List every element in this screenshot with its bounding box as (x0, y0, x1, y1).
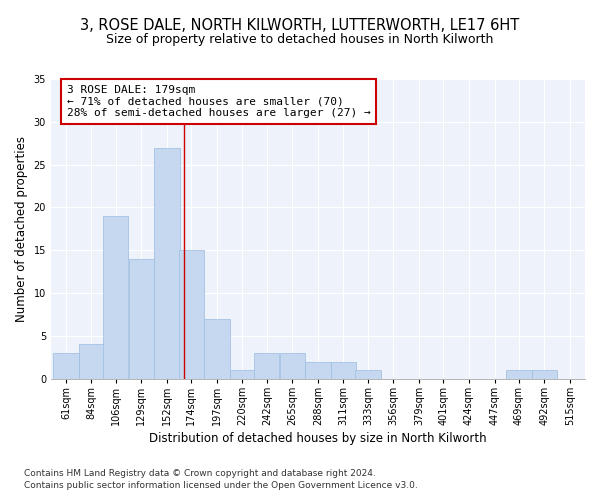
Bar (506, 370, 532, 378)
Bar (79, 344, 104, 378)
Bar (355, 370, 380, 378)
Text: Size of property relative to detached houses in North Kilworth: Size of property relative to detached ho… (106, 32, 494, 46)
Bar (154, 148, 179, 378)
Bar (254, 353, 280, 378)
Bar (331, 362, 356, 378)
Bar (305, 362, 331, 378)
Bar (205, 319, 230, 378)
Bar (53, 353, 79, 378)
Y-axis label: Number of detached properties: Number of detached properties (15, 136, 28, 322)
Bar (103, 216, 128, 378)
Text: 3 ROSE DALE: 179sqm
← 71% of detached houses are smaller (70)
28% of semi-detach: 3 ROSE DALE: 179sqm ← 71% of detached ho… (67, 85, 371, 118)
Bar (129, 259, 154, 378)
Text: 3, ROSE DALE, NORTH KILWORTH, LUTTERWORTH, LE17 6HT: 3, ROSE DALE, NORTH KILWORTH, LUTTERWORT… (80, 18, 520, 32)
Bar (230, 370, 255, 378)
Bar (532, 370, 557, 378)
Bar (179, 250, 204, 378)
X-axis label: Distribution of detached houses by size in North Kilworth: Distribution of detached houses by size … (149, 432, 487, 445)
Bar (280, 353, 305, 378)
Text: Contains public sector information licensed under the Open Government Licence v3: Contains public sector information licen… (24, 481, 418, 490)
Text: Contains HM Land Registry data © Crown copyright and database right 2024.: Contains HM Land Registry data © Crown c… (24, 468, 376, 477)
